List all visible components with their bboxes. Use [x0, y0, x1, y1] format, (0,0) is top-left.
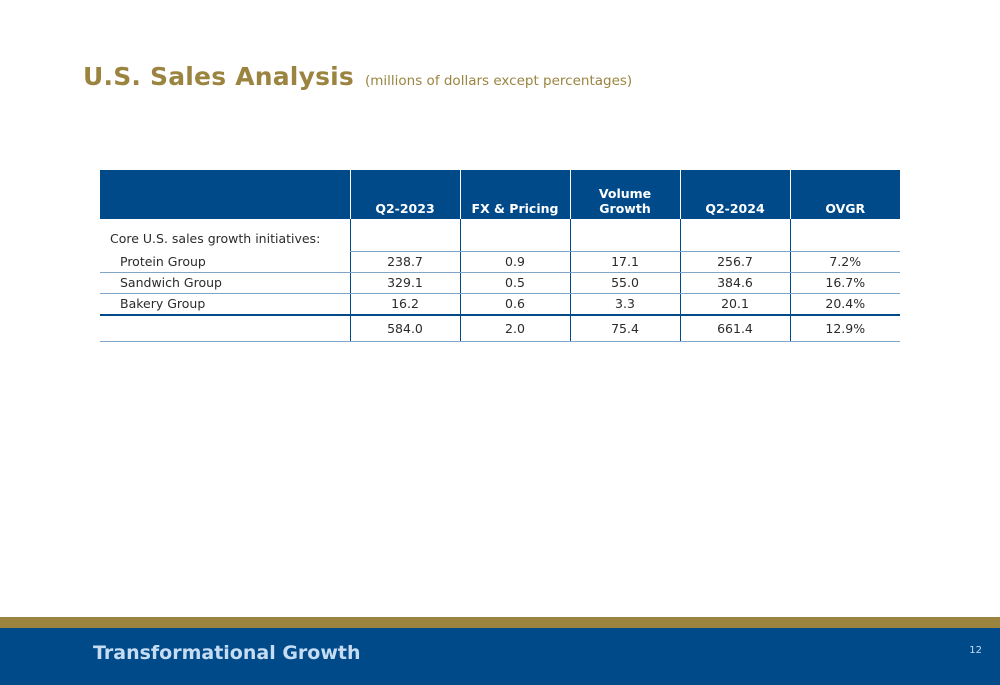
page-title: U.S. Sales Analysis	[83, 62, 354, 91]
table-cell	[459, 219, 570, 252]
sales-table: Q2-2023 FX & Pricing Volume Growth Q2-20…	[100, 170, 900, 342]
row-label: Protein Group	[100, 251, 350, 273]
column-header-volume-growth-text: Volume Growth	[598, 186, 652, 216]
total-cell: 75.4	[569, 314, 680, 342]
total-label	[100, 314, 350, 342]
column-header-fx-pricing: FX & Pricing	[459, 170, 570, 219]
footer-band: Transformational Growth 12	[0, 628, 1000, 685]
table-cell: 256.7	[679, 251, 790, 273]
table-cell: 238.7	[349, 251, 460, 273]
table-cell	[789, 219, 900, 252]
table-row: Bakery Group 16.2 0.6 3.3 20.1 20.4%	[100, 293, 900, 316]
intro-label: Core U.S. sales growth initiatives:	[110, 230, 321, 246]
table-cell: 0.5	[459, 272, 570, 294]
table-row-total: 584.0 2.0 75.4 661.4 12.9%	[100, 314, 900, 342]
table-cell	[569, 219, 680, 252]
page-number: 12	[969, 645, 982, 656]
column-header-ovgr: OVGR	[789, 170, 900, 219]
table-cell: 16.2	[349, 293, 460, 316]
table-cell: 55.0	[569, 272, 680, 294]
table-cell: 17.1	[569, 251, 680, 273]
total-cell: 661.4	[679, 314, 790, 342]
page-subtitle: (millions of dollars except percentages)	[365, 73, 633, 89]
table-cell: 16.7%	[789, 272, 900, 294]
table-cell	[349, 219, 460, 252]
table-cell: 0.6	[459, 293, 570, 316]
row-label: Sandwich Group	[100, 272, 350, 294]
table-cell: 384.6	[679, 272, 790, 294]
table-cell: 7.2%	[789, 251, 900, 273]
table-cell: 329.1	[349, 272, 460, 294]
table-cell: 20.4%	[789, 293, 900, 316]
total-cell: 12.9%	[789, 314, 900, 342]
row-label: Bakery Group	[100, 293, 350, 316]
column-header-volume-growth: Volume Growth	[569, 170, 680, 219]
table-cell	[679, 219, 790, 252]
column-header-label	[100, 170, 350, 219]
table-cell: 3.3	[569, 293, 680, 316]
table-header-row: Q2-2023 FX & Pricing Volume Growth Q2-20…	[100, 170, 900, 219]
footer-title: Transformational Growth	[93, 642, 361, 664]
column-header-q2-2024: Q2-2024	[679, 170, 790, 219]
table-cell: 20.1	[679, 293, 790, 316]
total-cell: 2.0	[459, 314, 570, 342]
table-row: Sandwich Group 329.1 0.5 55.0 384.6 16.7…	[100, 272, 900, 294]
table-cell: 0.9	[459, 251, 570, 273]
footer-gold-divider	[0, 617, 1000, 628]
title-row: U.S. Sales Analysis (millions of dollars…	[83, 62, 632, 91]
column-header-q2-2023: Q2-2023	[349, 170, 460, 219]
table-row: Protein Group 238.7 0.9 17.1 256.7 7.2%	[100, 251, 900, 273]
total-cell: 584.0	[349, 314, 460, 342]
table-row-intro: Core U.S. sales growth initiatives:	[100, 219, 900, 252]
